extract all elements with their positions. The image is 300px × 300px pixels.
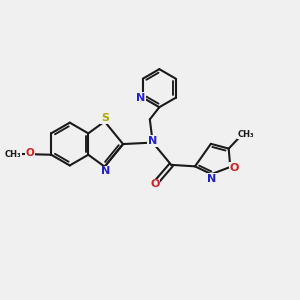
Text: CH₃: CH₃ — [238, 130, 254, 139]
Text: S: S — [101, 113, 109, 123]
Text: O: O — [26, 148, 34, 158]
Text: N: N — [101, 167, 111, 176]
Text: O: O — [230, 163, 239, 173]
Text: N: N — [148, 136, 158, 146]
Text: N: N — [136, 93, 145, 103]
Text: CH₃: CH₃ — [4, 150, 21, 159]
Text: N: N — [207, 174, 217, 184]
Text: O: O — [150, 179, 160, 190]
